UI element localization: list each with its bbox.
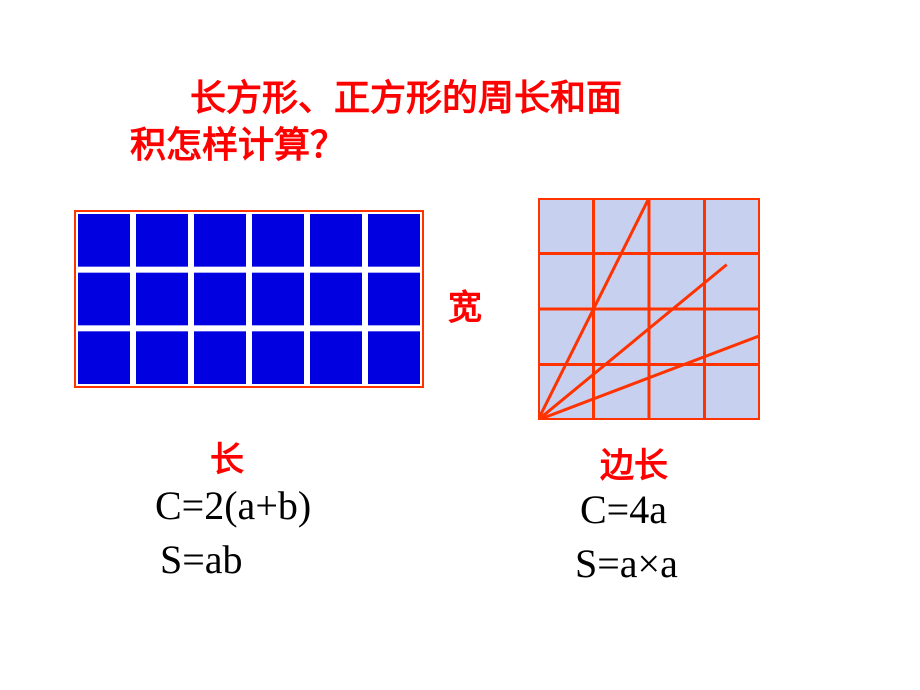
title-line2: 积怎样计算？ [130,122,346,169]
side-label: 边长 [600,438,668,487]
rectangle-area-formula: S=ab [160,536,243,583]
rectangle-diagram [74,210,424,388]
square-area-formula: S=a×a [575,540,678,587]
width-label: 宽 [448,280,482,329]
length-label: 长 [210,432,244,481]
title-line1: 长方形、正方形的周长和面 [190,75,622,122]
square-perimeter-formula: C=4a [580,486,667,533]
square-diagram [538,198,760,420]
rectangle-perimeter-formula: C=2(a+b) [155,482,311,529]
